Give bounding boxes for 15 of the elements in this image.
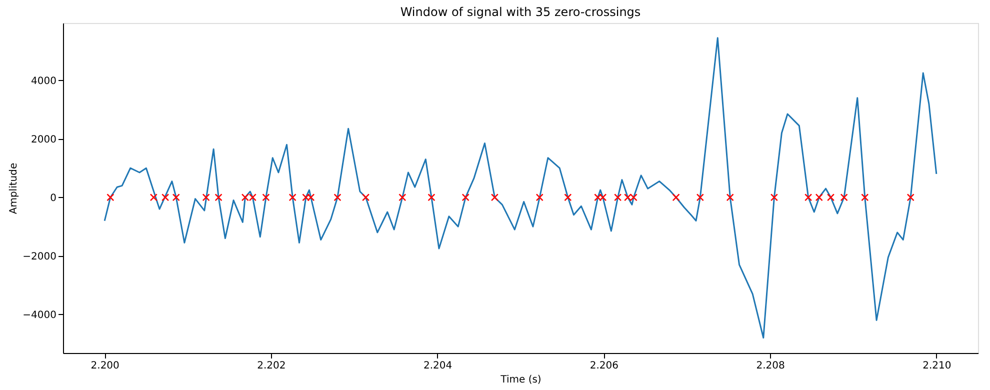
x-tick-label: 2.204 — [424, 360, 452, 372]
x-tick-label: 2.208 — [756, 360, 785, 372]
y-axis-title: Amplitude — [8, 162, 20, 214]
y-tick-label: −2000 — [22, 251, 56, 262]
line-series — [104, 37, 938, 339]
y-tick-label: 4000 — [31, 76, 56, 87]
x-tick-label: 2.200 — [90, 360, 120, 372]
x-tick-label: 2.202 — [257, 360, 286, 372]
y-tick-label: 0 — [50, 192, 56, 204]
y-tick-label: −4000 — [22, 310, 56, 321]
x-tick-label: 2.206 — [590, 360, 618, 372]
chart-title: Window of signal with 35 zero-crossings — [400, 5, 641, 19]
x-axis-title: Time (s) — [500, 374, 542, 386]
x-tick-label: 2.210 — [922, 360, 952, 372]
y-tick-label: 2000 — [31, 134, 56, 146]
